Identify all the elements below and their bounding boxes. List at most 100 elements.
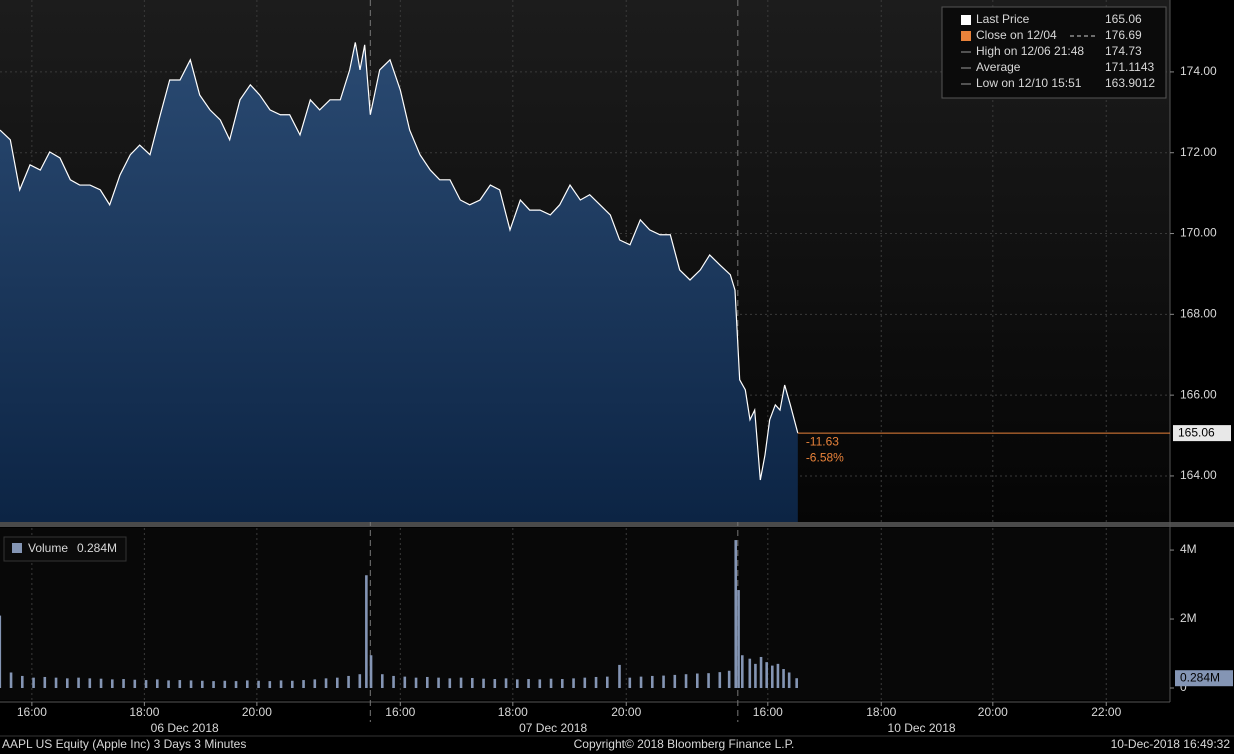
volume-bar: [189, 680, 193, 688]
legend-swatch: [12, 543, 22, 553]
change: -11.63: [806, 434, 839, 448]
volume-bar: [572, 678, 575, 688]
y-tick-label: 0: [1180, 680, 1187, 694]
volume-bar: [673, 674, 677, 688]
volume-bar: [727, 670, 731, 688]
x-tick-label: 22:00: [1091, 705, 1121, 719]
volume-bar: [651, 675, 654, 688]
volume-bar: [782, 669, 785, 688]
legend-label: High on 12/06 21:48: [976, 44, 1084, 58]
volume-bar: [696, 673, 699, 688]
x-tick-label: 18:00: [866, 705, 896, 719]
y-tick-label: 170.00: [1180, 226, 1217, 240]
volume-bar: [718, 672, 722, 688]
volume-bar: [684, 674, 688, 688]
legend-label: Close on 12/04: [976, 28, 1057, 42]
price-area: [0, 42, 798, 522]
price-line: [0, 42, 799, 481]
y-tick-label: 168.00: [1180, 307, 1217, 321]
volume-bar: [583, 677, 587, 688]
volume-bar: [365, 575, 368, 688]
date-label: 10 Dec 2018: [888, 721, 956, 735]
volume-bar: [336, 677, 339, 688]
volume-bar: [66, 678, 69, 688]
volume-bar: [734, 540, 738, 688]
volume-bar: [765, 662, 768, 688]
volume-bar: [223, 680, 227, 688]
volume-bar: [144, 680, 148, 688]
volume-bar: [795, 678, 798, 688]
legend-value: 165.06: [1105, 12, 1142, 26]
volume-bar: [748, 658, 752, 688]
volume-bar: [347, 675, 350, 688]
volume-bar: [122, 679, 125, 688]
volume-bar: [302, 680, 305, 688]
volume-bar: [771, 665, 774, 688]
volume-bar: [9, 672, 13, 688]
volume-bar: [482, 678, 485, 688]
y-tick-label: 4M: [1180, 542, 1197, 556]
volume-bar: [99, 678, 103, 688]
last-price-tag: [1173, 425, 1231, 442]
volume-bar: [437, 677, 440, 688]
last-price-tag-text: 165.06: [1178, 425, 1215, 439]
volume-bar: [538, 679, 542, 688]
volume-bar: [618, 664, 621, 688]
volume-bar: [212, 681, 215, 688]
volume-bar: [133, 679, 137, 688]
volume-bar: [279, 680, 283, 688]
volume-bar: [504, 678, 508, 688]
legend-value: 0.284M: [77, 541, 117, 555]
x-tick-label: 16:00: [385, 705, 415, 719]
volume-bar: [403, 676, 407, 688]
volume-bar: [459, 677, 463, 688]
volume-bar: [754, 663, 757, 688]
volume-bar: [662, 675, 665, 688]
volume-bar: [759, 656, 763, 688]
volume-bar: [392, 675, 395, 688]
volume-bar: [88, 678, 92, 688]
volume-bar: [381, 674, 384, 688]
volume-bar: [527, 679, 530, 688]
volume-bar: [414, 677, 418, 688]
volume-bar: [471, 678, 474, 688]
volume-bar: [257, 680, 260, 688]
volume-bar: [561, 679, 564, 688]
x-tick-label: 20:00: [242, 705, 272, 719]
volume-bar: [246, 680, 249, 688]
volume-bar: [77, 677, 80, 688]
volume-bar: [737, 590, 740, 688]
x-tick-label: 18:00: [498, 705, 528, 719]
volume-bar: [493, 679, 497, 688]
legend-swatch: [961, 15, 971, 25]
volume-bar: [426, 676, 429, 688]
volume-bar: [741, 655, 744, 688]
x-tick-label: 20:00: [978, 705, 1008, 719]
x-tick-label: 16:00: [753, 705, 783, 719]
volume-bar: [776, 663, 780, 688]
y-tick-label: 2M: [1180, 611, 1197, 625]
volume-bar: [313, 679, 317, 688]
volume-bar: [201, 680, 204, 688]
volume-bar: [516, 679, 519, 688]
volume-bar: [369, 655, 373, 688]
footer-center: Copyright© 2018 Bloomberg Finance L.P.: [574, 737, 795, 751]
volume-bar: [111, 679, 114, 688]
x-tick-label: 18:00: [129, 705, 159, 719]
x-tick-label: 16:00: [17, 705, 47, 719]
y-tick-label: 172.00: [1180, 145, 1217, 159]
legend-swatch: [961, 31, 971, 41]
volume-bar: [358, 674, 362, 688]
y-tick-label: 166.00: [1180, 387, 1217, 401]
volume-bar: [448, 678, 452, 688]
volume-bar: [594, 676, 598, 688]
volume-tag: [1175, 670, 1233, 687]
volume-bar: [639, 676, 643, 688]
volume-bar: [628, 677, 632, 688]
panel-divider: [0, 522, 1234, 527]
legend-value: 174.73: [1105, 44, 1142, 58]
x-tick-label: 20:00: [611, 705, 641, 719]
legend-label: Last Price: [976, 12, 1030, 26]
legend-label: Low on 12/10 15:51: [976, 76, 1082, 90]
